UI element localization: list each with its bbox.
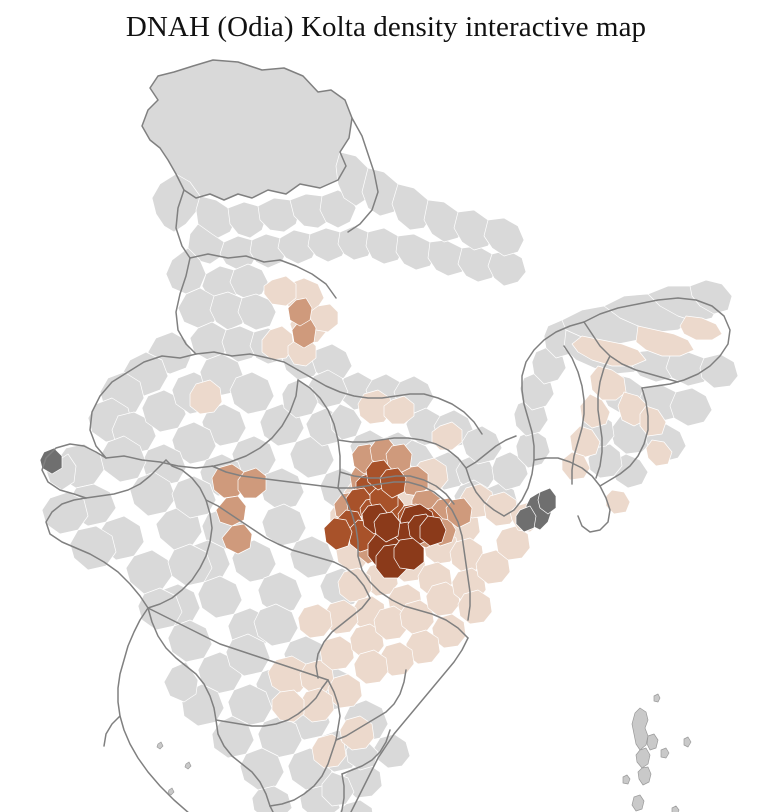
district-layer-darkgray[interactable] (40, 448, 556, 532)
state-border-layer (42, 60, 730, 812)
india-choropleth-map[interactable] (0, 48, 772, 812)
district-layer-darkest[interactable] (362, 504, 446, 578)
island-layer (157, 694, 691, 812)
page-title: DNAH (Odia) Kolta density interactive ma… (125, 11, 647, 43)
map-svg[interactable] (0, 48, 772, 812)
district-layer-nodata[interactable] (42, 60, 738, 812)
